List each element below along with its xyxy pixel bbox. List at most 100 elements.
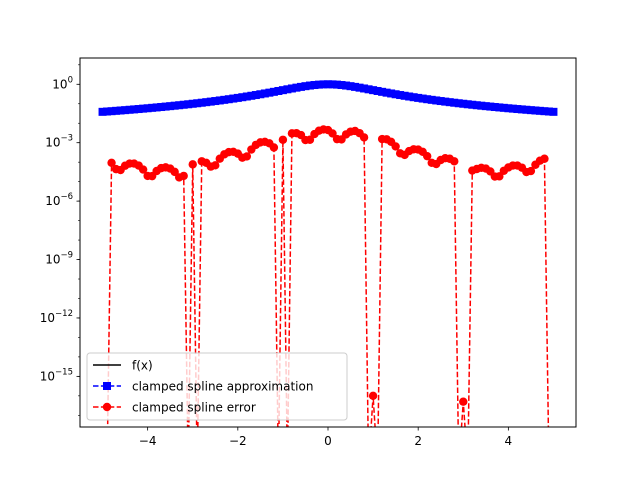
approximation-point [427,95,436,104]
approximation-point [490,103,499,112]
approximation-point [256,90,265,99]
approximation-point [544,107,553,116]
error-point [423,151,432,161]
approximation-point [206,97,215,106]
approximation-point [152,103,161,112]
approximation-point [139,104,148,113]
approximation-point [166,102,175,111]
legend-entry: clamped spline approximation [93,380,313,394]
approximation-point [481,102,490,111]
y-tick-label: 10−6 [45,192,73,208]
approximation-point [170,101,179,110]
approximation-point [504,104,513,113]
x-tick-label: 0 [324,434,332,448]
approximation-point [283,85,292,94]
approximation-point [161,102,170,111]
approximation-point [382,88,391,97]
approximation-point [296,82,305,91]
approximation-point [229,94,238,103]
y-tick-label: 10−3 [45,134,73,150]
error-point [495,172,504,181]
error-point [368,391,378,401]
approximation-point [531,106,540,115]
error-point [450,157,459,166]
approximation-point [549,107,558,116]
legend-square-marker [103,382,111,390]
error-point [107,158,116,167]
approximation-point [409,93,418,102]
y-tick-label: 10−15 [40,367,73,383]
approximation-point [477,101,486,110]
approximation-point [175,101,184,110]
approximation-point [184,100,193,109]
approximation-point [278,86,287,95]
error-point [211,161,220,170]
legend-frame [86,352,348,421]
error-point [540,154,549,163]
error-point [269,143,279,152]
approximation-point [360,84,369,93]
approximation-point [337,81,346,90]
approximation-point [369,86,378,95]
y-tick-label: 100 [52,75,73,91]
approximation-point [346,82,355,91]
error-point [170,167,179,177]
approximation-point [513,105,522,114]
approximation-point [269,87,278,96]
approximation-point [423,95,432,104]
approximation-point [459,99,468,108]
error-point [138,165,148,174]
approximation-point [328,80,337,89]
approximation-point [468,100,477,109]
approximation-point [130,105,139,114]
approximation-point [396,91,405,100]
error-point [359,133,369,142]
legend-label: f(x) [132,359,153,373]
approximation-point [247,91,256,100]
approximation-point [274,86,283,95]
approximation-point [391,90,400,99]
approximation-point [535,106,544,115]
x-tick-label: −4 [139,434,157,448]
approximation-point [197,98,206,107]
error-point [179,171,188,181]
error-point [526,166,536,176]
approximation-point [364,85,373,94]
approximation-point [508,104,517,113]
error-point [188,160,197,169]
approximation-point [495,103,504,112]
approximation-point [116,106,125,115]
approximation-point [238,93,247,102]
approximation-point [324,80,332,89]
approximation-point [454,99,463,108]
x-axis: −4 −2 0 2 4 [139,427,512,448]
error-point [242,152,252,161]
approximation-point [342,81,351,90]
approximation-point [188,99,197,108]
y-tick-label: 10−9 [45,251,73,267]
y-axis: 100 10−3 10−6 10−9 10−12 10−15 [40,64,80,416]
approximation-point [125,105,134,114]
approximation-point [103,107,112,116]
approximation-point [215,96,224,105]
approximation-point [242,92,251,101]
approximation-point [292,83,301,92]
approximation-point [418,94,427,103]
approximation-point [499,103,508,112]
error-point [305,135,315,144]
approximation-point [220,95,229,104]
approximation-point [526,106,535,115]
approximation-point [148,103,157,112]
approximation-point [432,96,441,105]
approximation-point [193,99,202,108]
approximation-point [472,101,481,110]
approximation-point [211,97,220,106]
approximation-point [319,80,328,89]
legend: f(x) clamped spline approximation clamped … [86,352,348,421]
approximation-point [445,98,454,107]
legend-circle-marker [102,402,112,412]
error-point [391,142,400,151]
approximation-point [400,91,409,100]
approximation-point [301,82,310,91]
legend-label: clamped spline approximation [132,380,313,394]
